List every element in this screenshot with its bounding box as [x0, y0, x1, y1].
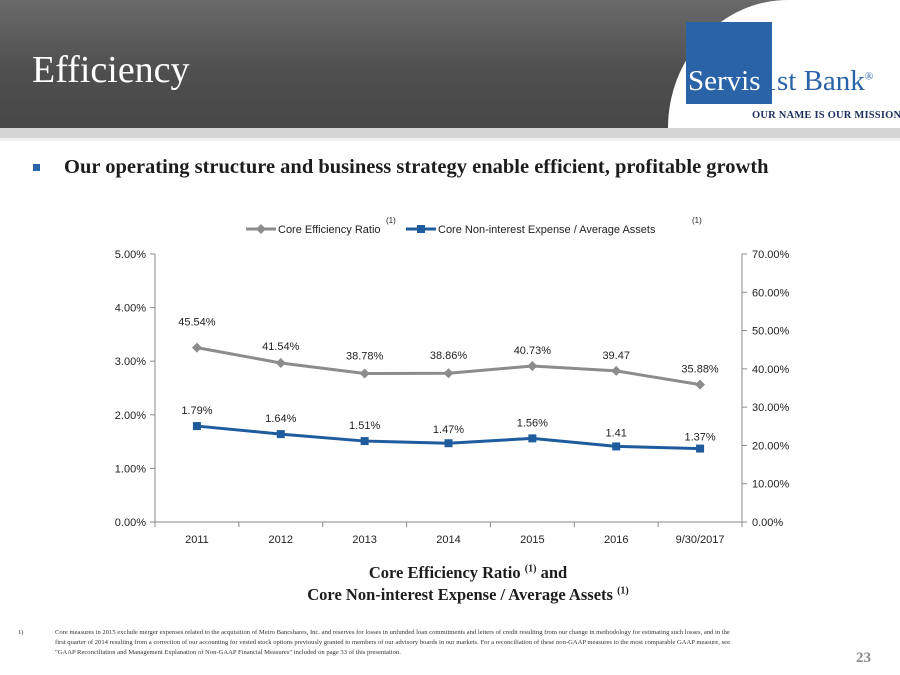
- expense-ratio-point: [696, 444, 705, 453]
- efficiency-ratio-point: [275, 357, 286, 368]
- footnote-text: Core measures in 2015 exclude merger exp…: [55, 629, 731, 656]
- y-right-tick-label: 20.00%: [752, 440, 790, 452]
- y-left-tick-label: 2.00%: [115, 410, 146, 422]
- y-left-tick-label: 3.00%: [115, 356, 146, 368]
- caption-line1-footnote-ref: (1): [524, 563, 537, 575]
- legend-expense-label: Core Non-interest Expense / Average Asse…: [438, 224, 656, 236]
- caption-line1-suffix: and: [540, 563, 568, 582]
- expense-ratio-data-label: 1.64%: [265, 413, 296, 425]
- efficiency-chart: 0.00% 1.00% 2.00% 3.00% 4.00% 5.00% 0.00% 10.00…: [115, 216, 790, 546]
- y-left-tick-label: 5.00%: [115, 249, 146, 261]
- y-right-tick-label: 0.00%: [752, 517, 783, 529]
- bullet-square-icon: [33, 164, 40, 171]
- expense-ratio-data-label: 1.79%: [181, 405, 212, 417]
- efficiency-ratio-data-label: 35.88%: [681, 364, 719, 376]
- legend-expense-footnote-ref: (1): [692, 216, 702, 225]
- caption-line1-text: Core Efficiency Ratio: [368, 563, 521, 582]
- y-left-tick-label: 1.00%: [115, 463, 146, 475]
- expense-ratio-point: [612, 442, 621, 451]
- efficiency-ratio-data-label: 45.54%: [178, 317, 216, 329]
- header-divider-light: [0, 138, 900, 141]
- x-tick-label: 2016: [604, 534, 628, 546]
- legend-efficiency-label: Core Efficiency Ratio: [278, 224, 381, 236]
- y-left-tick-label: 4.00%: [115, 303, 146, 315]
- y-right-tick-label: 10.00%: [752, 479, 790, 491]
- logo-name-part1: Servis: [688, 65, 761, 97]
- header-divider: [0, 128, 900, 138]
- chart-caption-line1: Core Efficiency Ratio (1) and: [0, 563, 900, 583]
- x-tick-label: 2012: [269, 534, 293, 546]
- footnote-number: 1): [18, 629, 24, 636]
- expense-ratio-point: [276, 430, 285, 439]
- expense-ratio-data-label: 1.37%: [684, 432, 715, 444]
- expense-ratio-data-label: 1.51%: [349, 420, 380, 432]
- efficiency-ratio-data-label: 41.54%: [262, 341, 300, 353]
- efficiency-ratio-point: [191, 342, 202, 353]
- caption-line2-text: Core Non-interest Expense / Average Asse…: [307, 585, 613, 604]
- footnote: 1) Core measures in 2015 exclude merger …: [18, 628, 738, 658]
- expense-ratio-point: [192, 422, 201, 431]
- y-right-tick-label: 50.00%: [752, 326, 790, 338]
- efficiency-ratio-data-label: 38.86%: [430, 350, 468, 362]
- efficiency-ratio-point: [527, 361, 538, 372]
- legend-efficiency-marker: [256, 224, 266, 234]
- expense-ratio-point: [528, 434, 537, 443]
- expense-ratio-data-label: 1.56%: [517, 417, 548, 429]
- y-right-tick-label: 70.00%: [752, 249, 790, 261]
- legend-efficiency-footnote-ref: (1): [386, 216, 396, 225]
- y-right-tick-label: 60.00%: [752, 287, 790, 299]
- efficiency-ratio-data-label: 40.73%: [514, 345, 552, 357]
- x-tick-label: 2014: [436, 534, 460, 546]
- page-title: Efficiency: [32, 49, 190, 91]
- chart-caption-line2: Core Non-interest Expense / Average Asse…: [0, 585, 900, 605]
- expense-ratio-data-label: 1.47%: [433, 424, 464, 436]
- x-tick-label: 2015: [520, 534, 544, 546]
- logo-name-part2: 1st Bank: [762, 65, 865, 97]
- logo-registered-mark: ®: [864, 70, 874, 83]
- efficiency-ratio-data-label: 39.47: [602, 350, 630, 362]
- efficiency-ratio-point: [695, 379, 706, 390]
- legend-expense-marker: [417, 225, 425, 233]
- caption-line2-footnote-ref: (1): [617, 585, 629, 597]
- efficiency-ratio-point: [359, 368, 370, 379]
- logo-tagline: OUR NAME IS OUR MISSION.: [752, 110, 900, 121]
- efficiency-ratio-data-label: 38.78%: [346, 351, 384, 363]
- efficiency-ratio-point: [443, 368, 454, 379]
- expense-ratio-data-label: 1.41: [606, 427, 627, 439]
- bullet-text: Our operating structure and business str…: [64, 156, 769, 178]
- x-tick-label: 2011: [185, 534, 209, 546]
- y-right-tick-label: 30.00%: [752, 402, 790, 414]
- logo-box: [686, 22, 772, 104]
- efficiency-ratio-point: [611, 365, 622, 376]
- expense-ratio-point: [444, 439, 453, 448]
- y-right-tick-label: 40.00%: [752, 364, 790, 376]
- page-number: 23: [856, 650, 871, 666]
- bank-logo: Servis1st Bank®: [688, 67, 873, 96]
- x-tick-label: 9/30/2017: [676, 534, 725, 546]
- y-left-tick-label: 0.00%: [115, 517, 146, 529]
- expense-ratio-point: [360, 437, 369, 446]
- x-tick-label: 2013: [352, 534, 376, 546]
